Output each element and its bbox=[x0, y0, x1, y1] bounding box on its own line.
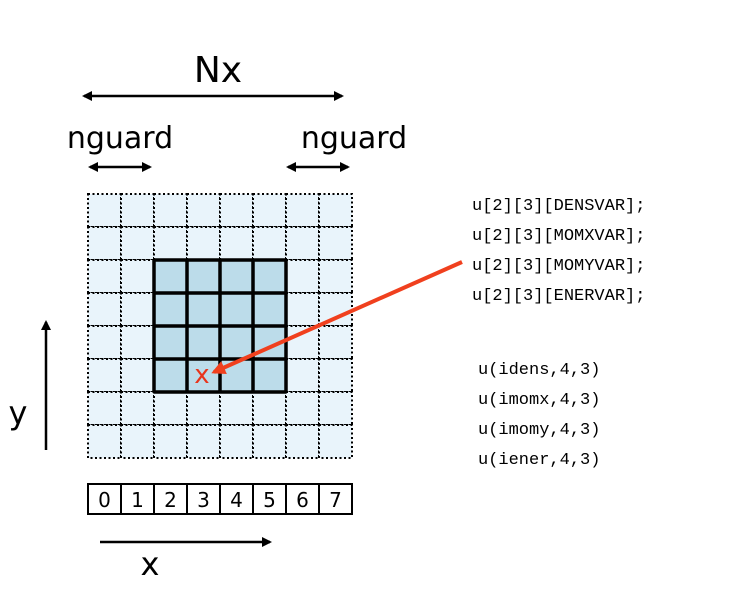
guard-cell bbox=[252, 226, 287, 261]
guard-cell bbox=[87, 292, 122, 327]
nx-label: Nx bbox=[194, 50, 242, 91]
guard-cell bbox=[219, 391, 254, 426]
guard-cell bbox=[252, 391, 287, 426]
guard-cell bbox=[87, 391, 122, 426]
guard-cell bbox=[285, 292, 320, 327]
guard-cell bbox=[120, 325, 155, 360]
guard-cell bbox=[186, 391, 221, 426]
interior-cell bbox=[252, 358, 287, 393]
guard-cell bbox=[252, 424, 287, 459]
guard-cell bbox=[285, 424, 320, 459]
guard-cell bbox=[186, 193, 221, 228]
guard-cell bbox=[120, 193, 155, 228]
guard-cell bbox=[153, 193, 188, 228]
guard-cell bbox=[153, 226, 188, 261]
index-cell bbox=[87, 483, 122, 515]
fortran-code-line: u(imomx,4,3) bbox=[478, 391, 600, 410]
nguard-right-label: nguard bbox=[301, 121, 407, 156]
guard-cell bbox=[186, 226, 221, 261]
guard-cell bbox=[120, 259, 155, 294]
fortran-code-line: u(iener,4,3) bbox=[478, 451, 600, 470]
index-cell bbox=[252, 483, 287, 515]
cell-grid bbox=[87, 193, 353, 459]
index-label: 6 bbox=[296, 488, 309, 512]
guard-cell bbox=[186, 424, 221, 459]
guard-cell bbox=[285, 193, 320, 228]
nguard-left-label: nguard bbox=[67, 121, 173, 156]
index-cell bbox=[186, 483, 221, 515]
interior-cell bbox=[219, 259, 254, 294]
c-index-code: u[2][3][DENSVAR]; u[2][3][MOMXVAR]; u[2][3… bbox=[472, 197, 645, 306]
c-code-line: u[2][3][MOMXVAR]; bbox=[472, 227, 645, 246]
y-axis-label: y bbox=[9, 394, 28, 432]
fortran-code-line: u(idens,4,3) bbox=[478, 361, 600, 380]
interior-cell bbox=[153, 325, 188, 360]
guard-cell bbox=[120, 424, 155, 459]
guard-cell bbox=[87, 193, 122, 228]
index-label: 2 bbox=[164, 488, 177, 512]
guard-cell bbox=[318, 325, 353, 360]
interior-cell bbox=[186, 292, 221, 327]
guard-cell bbox=[219, 424, 254, 459]
c-code-line: u[2][3][DENSVAR]; bbox=[472, 197, 645, 216]
interior-cell bbox=[186, 325, 221, 360]
index-label: 4 bbox=[230, 488, 243, 512]
interior-cell bbox=[252, 259, 287, 294]
guard-cell bbox=[87, 358, 122, 393]
guard-cell bbox=[153, 424, 188, 459]
fortran-code-line: u(imomy,4,3) bbox=[478, 421, 600, 440]
index-label: 1 bbox=[131, 488, 144, 512]
interior-cell bbox=[153, 259, 188, 294]
guard-cell bbox=[87, 424, 122, 459]
guard-cell bbox=[285, 226, 320, 261]
guard-cell bbox=[318, 424, 353, 459]
guard-cell bbox=[87, 325, 122, 360]
guard-cell bbox=[87, 226, 122, 261]
guard-cell bbox=[318, 226, 353, 261]
guard-cell bbox=[318, 391, 353, 426]
guard-cell bbox=[120, 292, 155, 327]
interior-cell bbox=[153, 358, 188, 393]
index-cell bbox=[219, 483, 254, 515]
guard-cell bbox=[87, 259, 122, 294]
guard-cell bbox=[120, 391, 155, 426]
interior-cell bbox=[252, 292, 287, 327]
fortran-index-code: u(idens,4,3) u(imomx,4,3) u(imomy,4,3) u(ie… bbox=[478, 361, 600, 470]
cell-marker: x bbox=[194, 360, 209, 390]
c-code-line: u[2][3][ENERVAR]; bbox=[472, 287, 645, 306]
c-code-line: u[2][3][MOMYVAR]; bbox=[472, 257, 645, 276]
index-cell bbox=[285, 483, 320, 515]
interior-cell bbox=[186, 259, 221, 294]
guard-cell bbox=[219, 193, 254, 228]
guard-cell bbox=[285, 391, 320, 426]
interior-cell bbox=[219, 325, 254, 360]
guard-cell bbox=[219, 226, 254, 261]
guard-cell bbox=[285, 259, 320, 294]
x-axis-label: x bbox=[141, 545, 160, 583]
interior-cell bbox=[219, 292, 254, 327]
guard-cell bbox=[252, 193, 287, 228]
guard-cell bbox=[285, 358, 320, 393]
index-label: 0 bbox=[98, 488, 111, 512]
guard-cell bbox=[153, 391, 188, 426]
index-cell bbox=[153, 483, 188, 515]
interior-cell bbox=[153, 292, 188, 327]
pointer-arrow bbox=[211, 260, 463, 374]
guard-cell bbox=[318, 259, 353, 294]
index-label: 3 bbox=[197, 488, 210, 512]
index-cell bbox=[318, 483, 353, 515]
guard-cell bbox=[120, 358, 155, 393]
index-label: 7 bbox=[329, 488, 342, 512]
index-label: 5 bbox=[263, 488, 276, 512]
guard-cell bbox=[318, 193, 353, 228]
guard-cell bbox=[120, 226, 155, 261]
guard-cell bbox=[318, 358, 353, 393]
